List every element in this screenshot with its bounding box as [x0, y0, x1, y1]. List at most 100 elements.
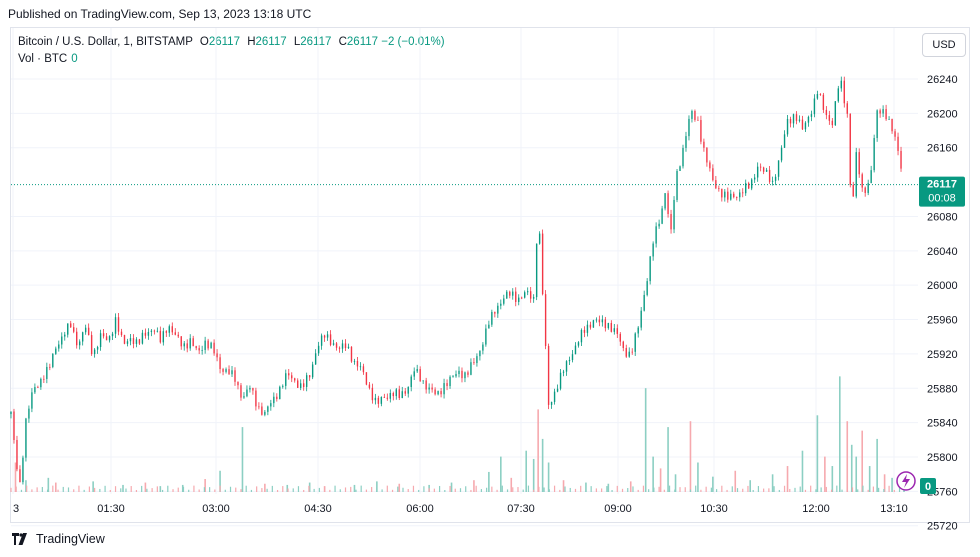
- candle-body: [873, 138, 875, 171]
- volume-bar: [329, 489, 331, 492]
- volume-bar: [553, 485, 556, 492]
- lightning-icon[interactable]: [896, 471, 916, 491]
- volume-bar: [488, 471, 490, 492]
- volume-bar: [606, 486, 608, 492]
- candle-body: [362, 366, 365, 373]
- volume-bar: [721, 485, 723, 492]
- x-tick-label: 3: [13, 503, 19, 515]
- symbol-name[interactable]: Bitcoin / U.S. Dollar, 1, BITSTAMP: [18, 36, 193, 48]
- volume-bar: [182, 486, 185, 492]
- candle-body: [885, 109, 887, 120]
- volume-bar: [264, 483, 266, 492]
- candle-body: [55, 348, 57, 354]
- candle-body: [99, 333, 102, 348]
- volume-bar: [491, 486, 493, 492]
- volume-bar: [250, 489, 253, 492]
- candle-body: [646, 281, 648, 295]
- candle-body: [843, 80, 845, 104]
- footer-brand-name[interactable]: TradingView: [36, 532, 105, 546]
- candle-body: [180, 336, 182, 347]
- volume-bar: [26, 485, 28, 492]
- candle-body: [491, 311, 493, 325]
- candle-body: [347, 346, 350, 348]
- volume-bar: [810, 485, 812, 492]
- candle-body: [685, 136, 687, 148]
- volume-bar: [632, 486, 634, 492]
- candle-body: [117, 317, 120, 332]
- candle-body: [667, 193, 669, 215]
- volume-bar: [276, 489, 279, 492]
- volume-bar: [642, 485, 645, 492]
- candle-body: [282, 385, 284, 387]
- volume-bar: [888, 485, 890, 492]
- candle-body: [822, 94, 825, 110]
- volume-bar: [731, 486, 733, 492]
- volume-bar: [31, 489, 33, 492]
- candle-body: [171, 326, 173, 333]
- candle-body: [404, 391, 406, 394]
- candle-body: [144, 332, 147, 336]
- volume-bar: [350, 486, 352, 492]
- currency-button[interactable]: USD: [922, 33, 966, 57]
- volume-bar: [36, 487, 38, 492]
- candle-body: [503, 298, 505, 304]
- candle-body: [816, 94, 819, 99]
- volume-label[interactable]: Vol · BTC: [18, 53, 68, 65]
- volume-bar: [747, 485, 749, 492]
- last-price-countdown: 00:08: [928, 193, 956, 205]
- volume-bar: [855, 456, 858, 492]
- candle-body: [37, 387, 39, 388]
- volume-bar: [868, 466, 871, 492]
- volume-bar: [398, 483, 401, 492]
- candle-body: [437, 391, 439, 395]
- candle-body: [577, 342, 580, 346]
- volume-bar: [130, 486, 132, 492]
- candle-body: [664, 193, 666, 209]
- volume-bar: [734, 470, 737, 492]
- candle-body: [252, 387, 254, 391]
- volume-bar: [752, 489, 754, 492]
- volume-bar: [627, 488, 629, 492]
- volume-bar: [595, 488, 597, 492]
- candle-body: [807, 116, 810, 123]
- candle-body: [386, 397, 389, 399]
- volume-bar: [512, 487, 514, 492]
- volume-bar: [318, 487, 320, 492]
- candle-body: [900, 150, 902, 169]
- volume-bar: [525, 450, 527, 492]
- volume-bar: [559, 489, 561, 492]
- x-tick-label: 04:30: [304, 503, 332, 515]
- volume-bar: [324, 486, 326, 492]
- candle-body: [470, 362, 472, 375]
- candle-body: [861, 174, 863, 188]
- volume-bar: [450, 482, 453, 492]
- volume-value-label: 0: [925, 481, 931, 493]
- volume-bar: [663, 489, 665, 492]
- volume-bar: [689, 421, 692, 492]
- y-tick-label: 26160: [927, 143, 958, 155]
- candle-body: [509, 291, 511, 296]
- volume-bar: [83, 489, 85, 492]
- y-tick-label: 26000: [927, 280, 958, 292]
- volume-bar: [653, 487, 655, 492]
- volume-bar: [768, 488, 770, 492]
- candle-body: [804, 122, 807, 130]
- volume-bar: [684, 487, 686, 492]
- candle-body: [147, 331, 150, 336]
- volume-bar: [271, 485, 273, 492]
- candle-body: [583, 329, 586, 333]
- candle-body: [727, 191, 729, 200]
- candle-body: [73, 327, 75, 332]
- candle-body: [736, 197, 738, 198]
- candle-body: [709, 162, 711, 169]
- candle-body: [288, 373, 290, 376]
- candle-body: [697, 119, 699, 121]
- y-tick-label: 25960: [927, 315, 958, 327]
- y-tick-label: 25800: [927, 452, 958, 464]
- candle-body: [10, 411, 12, 415]
- candle-body: [231, 370, 233, 375]
- candle-body: [852, 184, 854, 197]
- volume-bar: [816, 415, 819, 492]
- candle-body: [22, 457, 24, 483]
